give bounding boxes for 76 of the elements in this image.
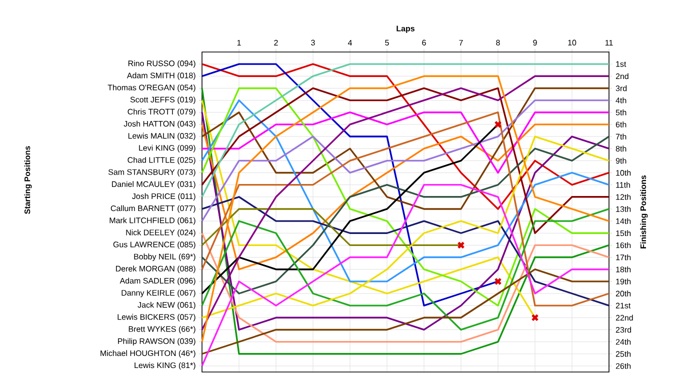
y-tick-label: 22nd <box>616 314 633 321</box>
series-label: Mark LITCHFIELD (061) <box>110 217 196 225</box>
series-label: Chris TROTT (079) <box>128 108 196 116</box>
y-tick-label: 1st <box>616 61 626 67</box>
line-series <box>201 99 610 282</box>
y-tick-label: 7th <box>616 134 626 140</box>
x-tick-label: 8 <box>496 40 500 46</box>
series-label: Levi KING (099) <box>139 144 196 152</box>
x-tick-label: 11 <box>605 40 613 46</box>
x-tick-label: 3 <box>311 40 315 46</box>
line-series <box>201 184 610 367</box>
series-label: Lewis KING (81*) <box>134 362 196 370</box>
y-tick-label: 3rd <box>616 85 627 92</box>
y-tick-label: 10th <box>616 170 631 176</box>
point <box>494 120 502 128</box>
series-label: Philip RAWSON (039) <box>118 338 196 346</box>
x-tick-label: 7 <box>459 40 463 46</box>
y-tick-label: 17th <box>616 254 631 260</box>
series-label: Jack NEW (061) <box>138 302 196 310</box>
y-tick-label: 2nd <box>616 73 628 80</box>
y-tick-label: 25th <box>616 350 631 357</box>
text: Starting Positions <box>24 146 32 214</box>
y-tick-label: 12th <box>616 194 631 200</box>
y-tick-label: 16th <box>616 242 631 248</box>
series-label: Nick DEELEY (024) <box>126 229 196 237</box>
series-label: Josh HATTON (043) <box>124 120 196 128</box>
series-label: Josh PRICE (011) <box>132 193 196 201</box>
series-label: Callum BARNETT (077) <box>110 205 196 213</box>
y-tick-label: 13th <box>616 206 631 212</box>
x-tick-label: 5 <box>385 40 389 46</box>
point <box>494 278 502 286</box>
series-label: Rino RUSSO (094) <box>128 60 196 68</box>
y-tick-label: 6th <box>616 122 626 128</box>
y-tick-label: 20th <box>616 290 631 296</box>
x-tick-label: 10 <box>568 40 576 46</box>
series-label: Derek MORGAN (088) <box>116 266 196 274</box>
x-tick-label: 6 <box>422 40 426 46</box>
y-tick-label: 9th <box>616 158 626 164</box>
series-label: Brett WYKES (66*) <box>128 326 196 334</box>
line-series <box>201 196 610 306</box>
y-tick-label: 23rd <box>616 326 632 333</box>
point <box>457 241 465 249</box>
series-label: Thomas O'REGAN (054) <box>108 84 196 92</box>
y-tick-label: 11th <box>616 182 630 188</box>
series-label: Lewis BICKERS (057) <box>118 314 196 322</box>
series-label: Daniel MCAULEY (031) <box>112 181 196 189</box>
x-tick-label: 2 <box>274 40 278 46</box>
series-label: Danny KEIRLE (067) <box>122 290 196 298</box>
series-label: Gus LAWRENCE (085) <box>113 241 196 249</box>
x-tick-label: 4 <box>348 40 352 46</box>
y-tick-label: 24th <box>616 338 631 345</box>
series-label: Adam SMITH (018) <box>126 72 196 80</box>
point <box>531 314 539 322</box>
line-series <box>201 63 499 306</box>
y-tick-label: 15th <box>616 230 631 236</box>
y-tick-label: 19th <box>616 278 631 284</box>
line-series <box>201 208 610 331</box>
series-label: Chad LITTLE (025) <box>128 156 196 164</box>
series-label: Michael HOUGHTON (46*) <box>100 350 196 358</box>
series-label: Bobby NEIL (69*) <box>134 254 196 262</box>
y-tick-label: 4th <box>616 97 626 104</box>
line-series <box>201 87 610 234</box>
y-tick-label: 21st <box>616 302 631 308</box>
text: Adam SADLER (096) <box>120 278 196 286</box>
x-tick-label: 1 <box>237 40 241 46</box>
y-tick-label: 5th <box>616 109 626 116</box>
y-tick-label: 14th <box>616 218 631 224</box>
x-tick-label: 9 <box>533 40 537 46</box>
y-axis-title: Finishing Positions <box>640 175 648 248</box>
series-label: Scott JEFFS (019) <box>130 96 196 104</box>
x-axis-title: Laps <box>396 26 415 33</box>
series-label: Sam STANSBURY (073) <box>108 169 196 176</box>
series-label: Lewis MALIN (032) <box>128 132 196 140</box>
y-tick-label: 8th <box>616 146 626 152</box>
y-tick-label: 18th <box>616 266 631 272</box>
y-tick-label: 26th <box>616 363 631 369</box>
